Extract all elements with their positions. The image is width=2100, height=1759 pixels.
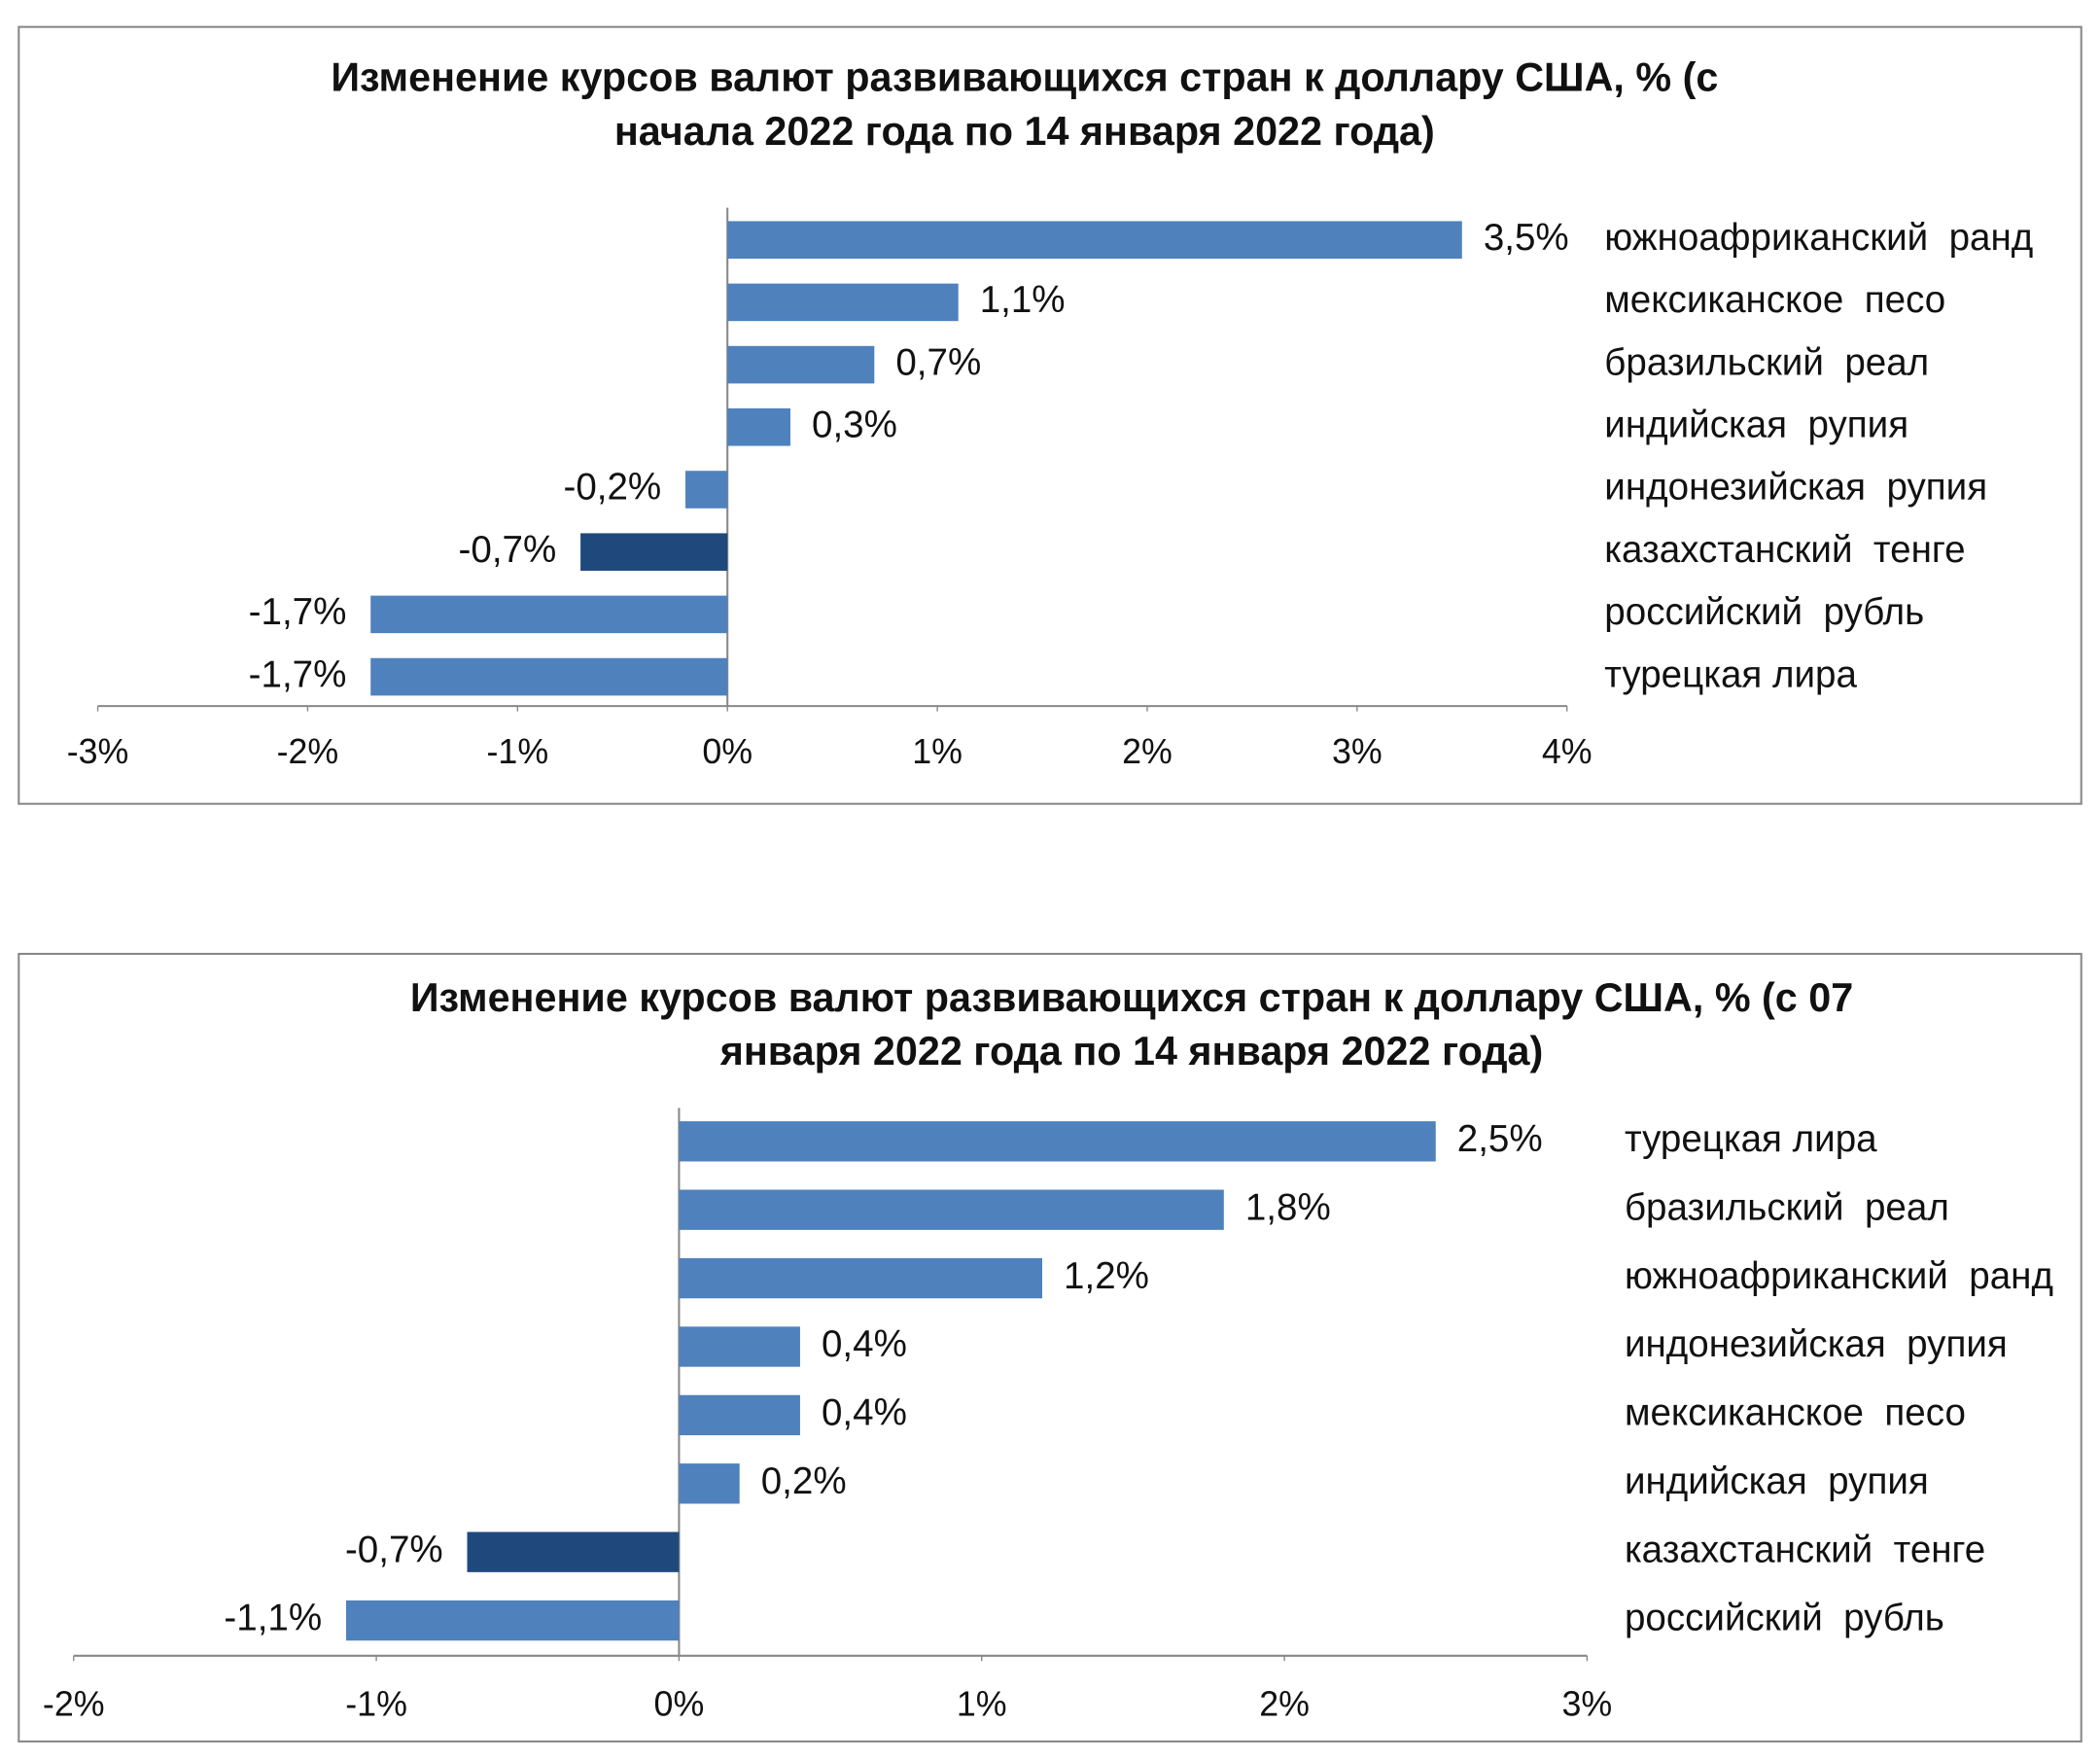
value-label: 0,4%	[822, 1392, 907, 1434]
bar	[727, 283, 959, 322]
x-tick-label: 3%	[1332, 732, 1382, 771]
bar	[679, 1394, 800, 1436]
bar	[467, 1531, 680, 1572]
category-label: российский рубль	[1625, 1598, 1944, 1639]
bar	[370, 657, 728, 696]
value-label: 0,3%	[812, 404, 897, 445]
x-tick-label: -2%	[43, 1685, 105, 1724]
chart-frame	[18, 25, 2082, 805]
x-tick-label: -1%	[345, 1685, 407, 1724]
chart-title: Изменение курсов валют развивающихся стр…	[410, 975, 1853, 1020]
value-label: 1,1%	[980, 279, 1066, 321]
bar	[685, 471, 728, 509]
value-label: -1,7%	[249, 591, 347, 633]
x-tick-label: -1%	[486, 732, 548, 771]
bar	[679, 1189, 1224, 1230]
bar	[727, 408, 790, 446]
bar	[370, 595, 728, 634]
bar	[679, 1326, 800, 1367]
x-tick-label: 0%	[654, 1685, 705, 1724]
x-tick-label: 0%	[702, 732, 752, 771]
category-label: турецкая лира	[1625, 1118, 1877, 1160]
bar	[679, 1121, 1436, 1162]
x-tick-label: -3%	[67, 732, 129, 771]
category-label: южноафриканский ранд	[1625, 1255, 2053, 1297]
bar	[727, 221, 1462, 260]
value-label: -0,7%	[345, 1529, 443, 1570]
value-label: 3,5%	[1484, 217, 1569, 259]
value-label: 2,5%	[1457, 1118, 1543, 1160]
category-label: мексиканское песо	[1604, 279, 1945, 321]
x-tick-label: 1%	[912, 732, 962, 771]
x-tick-label: 2%	[1122, 732, 1172, 771]
bar	[727, 345, 875, 384]
category-label: бразильский реал	[1625, 1186, 1949, 1228]
x-tick-label: 2%	[1259, 1685, 1310, 1724]
value-label: 1,8%	[1245, 1186, 1331, 1228]
value-label: 1,2%	[1064, 1255, 1149, 1297]
chart-title: начала 2022 года по 14 января 2022 года)	[614, 109, 1435, 154]
value-label: 0,7%	[895, 341, 981, 383]
chart-title: Изменение курсов валют развивающихся стр…	[331, 55, 1718, 100]
value-label: 0,2%	[761, 1460, 847, 1502]
category-label: бразильский реал	[1604, 341, 1929, 383]
value-label: -0,2%	[563, 467, 661, 509]
x-tick-label: 4%	[1542, 732, 1592, 771]
category-label: индонезийская рупия	[1625, 1323, 2008, 1365]
value-label: -0,7%	[459, 529, 557, 571]
bar	[679, 1463, 740, 1504]
bar	[679, 1257, 1043, 1299]
category-label: российский рубль	[1604, 591, 1924, 633]
category-label: казахстанский тенге	[1604, 529, 1965, 571]
value-label: 0,4%	[822, 1323, 907, 1365]
value-label: -1,1%	[224, 1598, 322, 1639]
x-tick-label: 1%	[957, 1685, 1007, 1724]
category-label: индийская рупия	[1604, 404, 1908, 445]
category-label: индонезийская рупия	[1604, 467, 1987, 509]
x-tick-label: -2%	[277, 732, 339, 771]
value-label: -1,7%	[249, 653, 347, 695]
category-label: мексиканское песо	[1625, 1392, 1966, 1434]
category-label: казахстанский тенге	[1625, 1529, 1985, 1570]
category-label: индийская рупия	[1625, 1460, 1929, 1502]
category-label: турецкая лира	[1604, 653, 1857, 695]
category-label: южноафриканский ранд	[1604, 217, 2033, 259]
bar	[580, 533, 728, 571]
bar	[345, 1600, 680, 1641]
x-tick-label: 3%	[1562, 1685, 1613, 1724]
chart-title: января 2022 года по 14 января 2022 года)	[719, 1029, 1544, 1073]
